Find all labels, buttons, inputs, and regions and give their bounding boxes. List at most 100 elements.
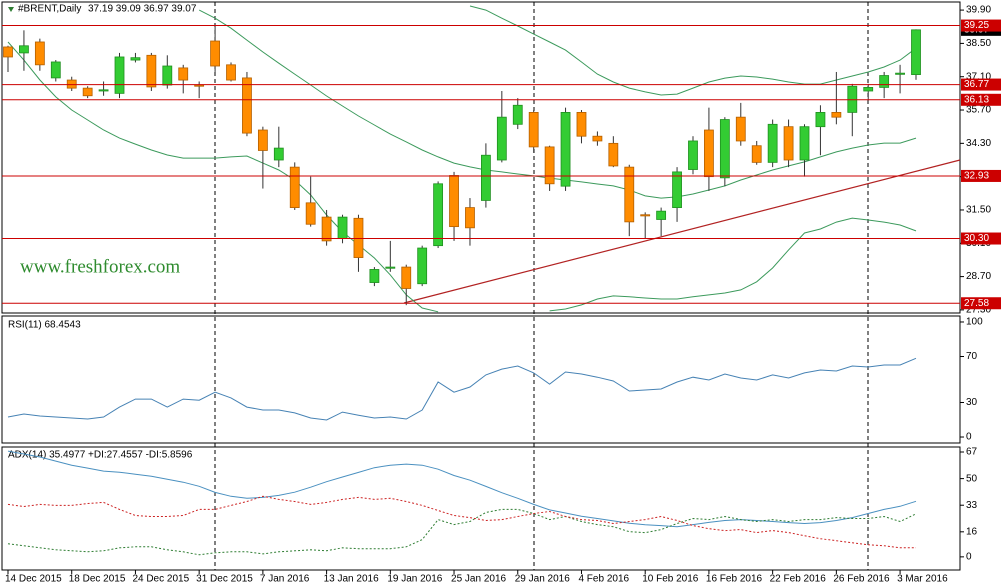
candle-body — [496, 116, 507, 161]
candle-body — [911, 29, 921, 75]
level-label-box — [961, 169, 1001, 182]
x-tick-label: 10 Feb 2016 — [642, 574, 699, 585]
candle-body — [273, 147, 284, 161]
y-tick-label: 28.70 — [966, 271, 991, 282]
candle-body — [751, 145, 762, 163]
candle-body — [528, 112, 539, 148]
candle-body — [719, 119, 730, 179]
candle-body — [560, 112, 571, 187]
level-label-box — [961, 232, 1001, 245]
candle-body — [735, 116, 746, 142]
candle-body — [640, 214, 651, 217]
candle-body — [624, 166, 635, 223]
candle-body — [465, 207, 475, 229]
candle-body — [34, 41, 45, 66]
level-label: 36.13 — [964, 94, 989, 105]
band-line — [469, 5, 917, 96]
y-tick-label: 0 — [966, 551, 972, 562]
candle-body — [98, 89, 109, 92]
x-tick-label: 13 Jan 2016 — [324, 574, 379, 585]
candle-body — [401, 266, 412, 289]
candle-body — [146, 54, 157, 88]
candle-body — [895, 72, 905, 75]
level-label: 30.30 — [964, 233, 989, 244]
x-tick-label: 14 Dec 2015 — [5, 574, 62, 585]
candle-body — [449, 175, 459, 228]
adx-panel — [1, 446, 961, 571]
candle-body — [385, 266, 396, 269]
candle-body — [480, 154, 491, 201]
y-tick-label: 30 — [966, 397, 978, 408]
candle-body — [369, 269, 380, 283]
candle-body — [82, 87, 93, 97]
watermark: www.freshforex.com — [20, 256, 180, 277]
candle-body — [130, 57, 141, 61]
y-tick-label: 16 — [966, 526, 978, 537]
indicator-line — [7, 357, 917, 421]
candle-body — [592, 135, 603, 142]
candle-body — [417, 247, 428, 285]
candle-body — [783, 126, 794, 161]
x-tick-label: 19 Jan 2016 — [387, 574, 442, 585]
band-line — [198, 9, 917, 199]
x-tick-label: 18 Dec 2015 — [69, 574, 126, 585]
x-tick-label: 16 Feb 2016 — [706, 574, 763, 585]
candle-body — [767, 123, 778, 163]
candle-body — [242, 77, 252, 134]
x-tick-label: 24 Dec 2015 — [132, 574, 189, 585]
candle-body — [353, 217, 364, 258]
candle-body — [688, 140, 698, 170]
candle-body — [3, 46, 13, 58]
main-panel — [1, 1, 961, 314]
candle-body — [226, 64, 236, 81]
candle-body — [194, 84, 205, 87]
candle-body — [608, 142, 619, 167]
chart-subtitle: 37.19 39.09 36.97 39.07 — [88, 4, 197, 15]
indicator-title: ADX(14) 35.4977 +DI:27.4557 -DI:5.8596 — [8, 450, 193, 461]
candle-body — [704, 129, 714, 178]
rsi-panel — [1, 315, 961, 444]
level-label-box — [961, 78, 1001, 91]
x-tick-label: 4 Feb 2016 — [578, 574, 629, 585]
candle-body — [50, 61, 61, 79]
candle-body — [178, 67, 189, 81]
candle-body — [321, 216, 332, 242]
band-line — [7, 41, 917, 313]
indicator-title: RSI(11) 68.4543 — [8, 320, 81, 331]
y-tick-label: 100 — [966, 317, 983, 328]
x-tick-label: 22 Feb 2016 — [770, 574, 827, 585]
indicator-line — [7, 508, 917, 556]
y-tick-label: 27.30 — [966, 305, 991, 316]
y-tick-label: 39.90 — [966, 5, 991, 16]
level-label-box — [961, 19, 1001, 32]
candle-body — [162, 65, 173, 86]
candle-body — [799, 126, 810, 161]
candle-body — [289, 166, 300, 208]
y-tick-label: 38.50 — [966, 38, 991, 49]
y-tick-label: 70 — [966, 351, 978, 362]
candle-body — [544, 146, 555, 185]
candle-body — [576, 112, 587, 137]
symbol-icon — [8, 7, 14, 12]
candle-body — [337, 216, 348, 239]
y-tick-label: 33 — [966, 500, 978, 511]
x-tick-label: 7 Jan 2016 — [260, 574, 310, 585]
y-tick-label: 37.10 — [966, 71, 991, 82]
candle-body — [257, 129, 268, 151]
y-tick-label: 67 — [966, 447, 978, 458]
x-tick-label: 26 Feb 2016 — [833, 574, 890, 585]
y-tick-label: 34.30 — [966, 138, 991, 149]
candle-body — [831, 112, 842, 118]
candle-body — [305, 202, 316, 225]
x-tick-label: 25 Jan 2016 — [451, 574, 506, 585]
candle-body — [512, 104, 523, 125]
candle-body — [114, 56, 125, 94]
x-tick-label: 3 Mar 2016 — [897, 574, 948, 585]
y-tick-label: 50 — [966, 473, 978, 484]
chart-title: #BRENT,Daily — [18, 4, 81, 15]
level-label: 36.77 — [964, 79, 989, 90]
level-label: 32.93 — [964, 171, 989, 182]
level-label: 39.25 — [964, 20, 989, 31]
